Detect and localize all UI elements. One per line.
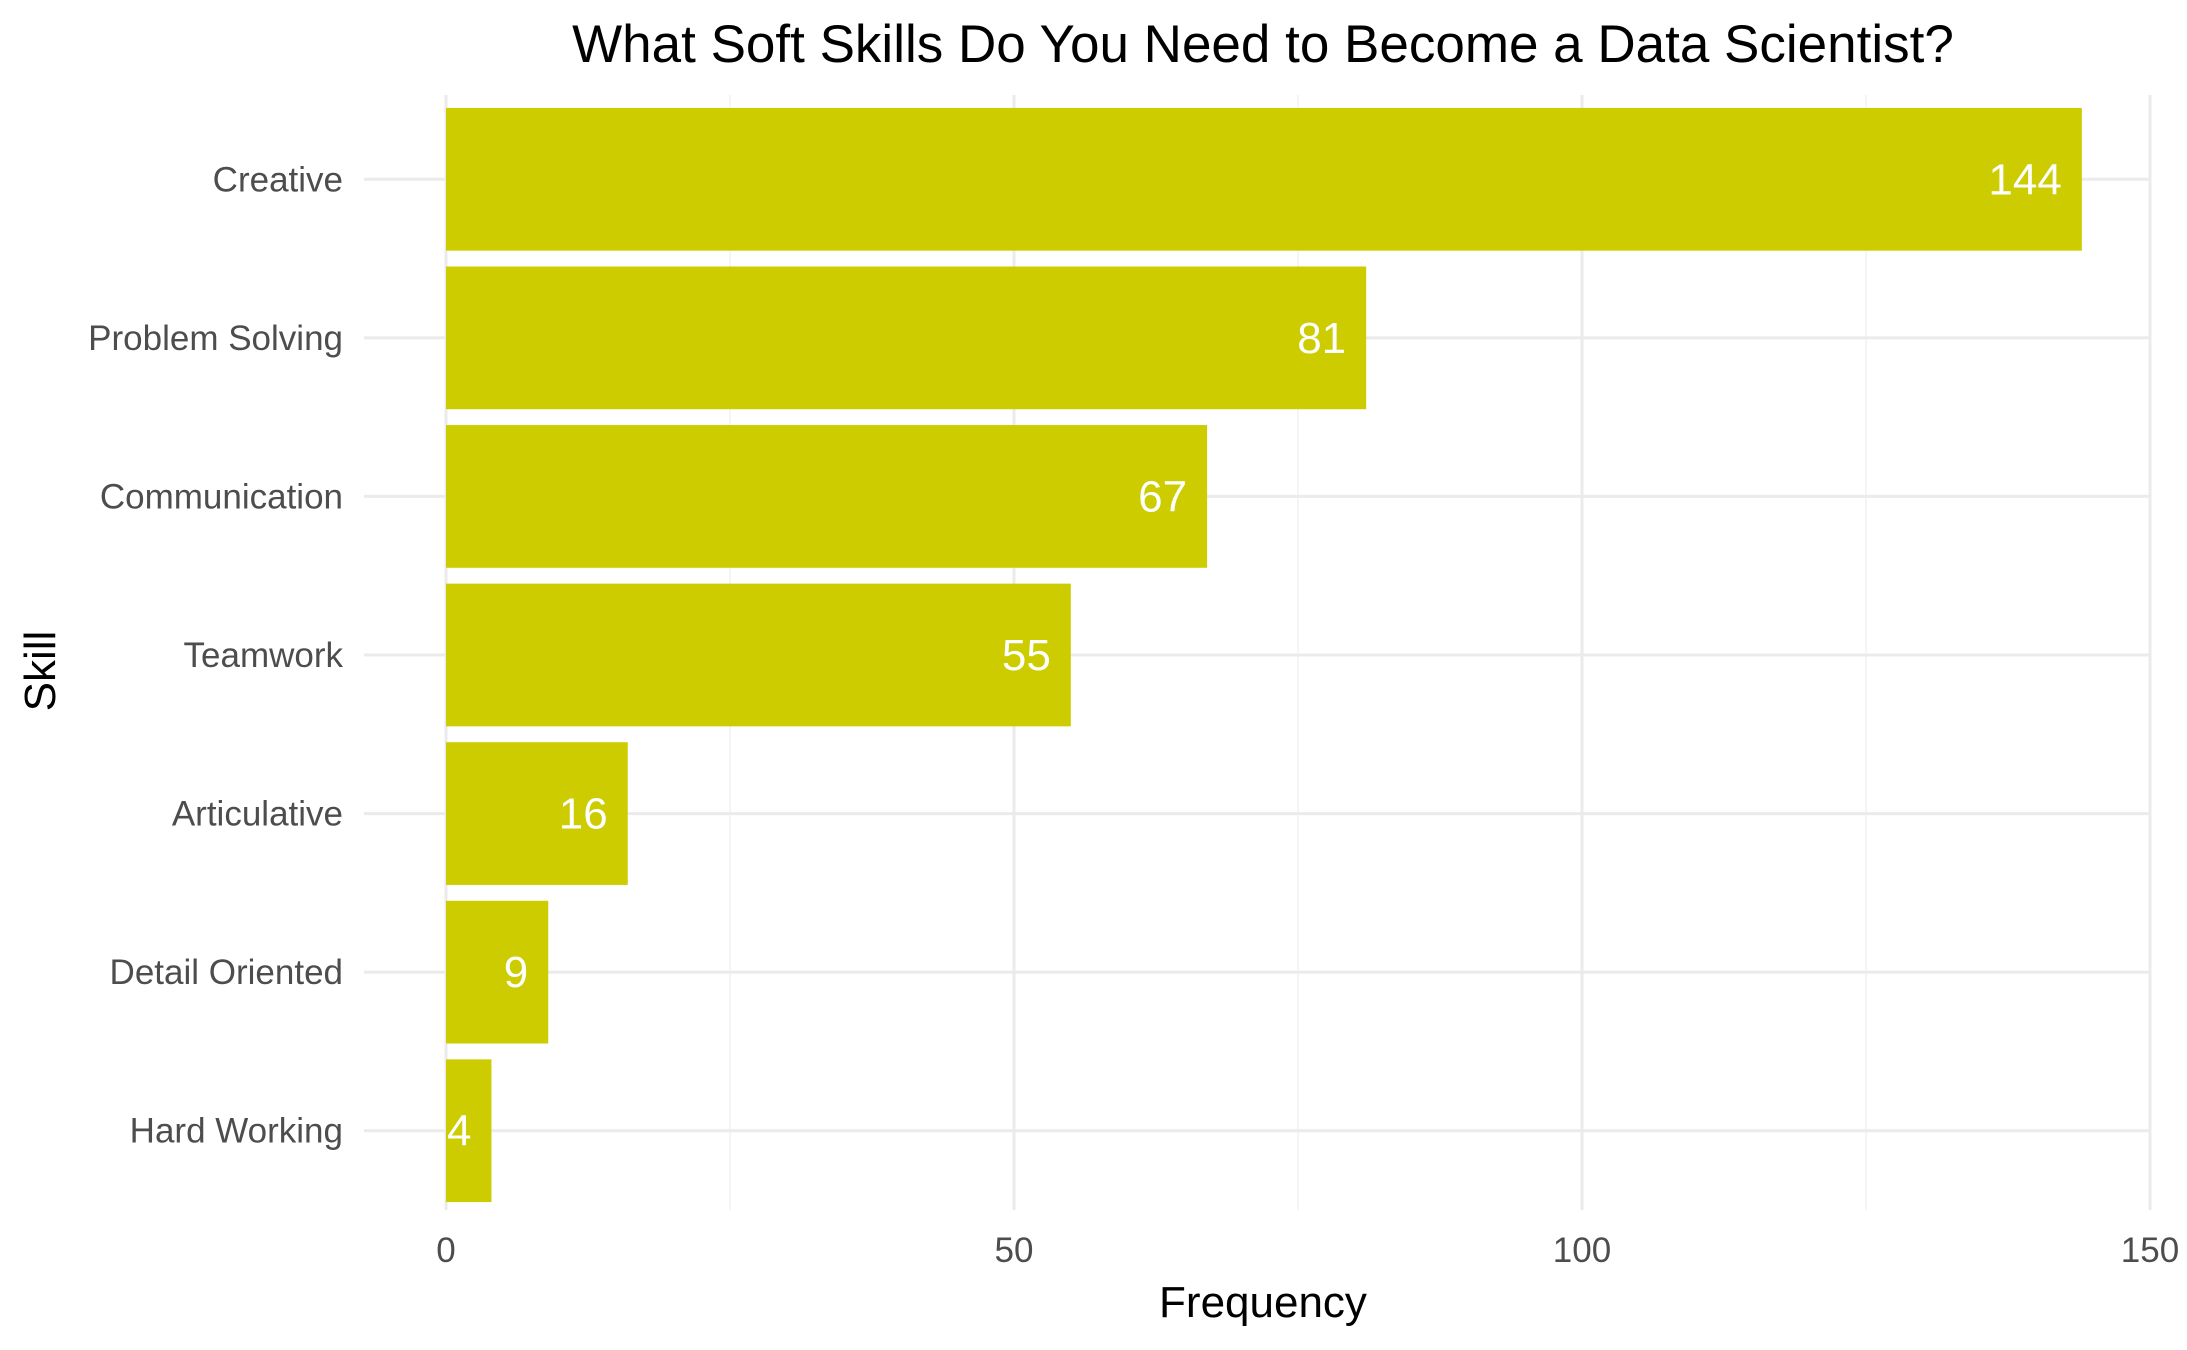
bar-value-label: 67: [1138, 472, 1187, 521]
y-tick-label: Teamwork: [184, 636, 344, 675]
bar: [446, 900, 549, 1044]
bar-layer: [446, 107, 2082, 1203]
x-tick-label: 50: [995, 1231, 1034, 1270]
y-tick-label: Communication: [100, 477, 343, 516]
bar-value-label: 144: [1988, 155, 2061, 204]
y-tick-label: Hard Working: [130, 1112, 343, 1151]
bar: [446, 266, 1367, 410]
x-tick-label: 150: [2121, 1231, 2179, 1270]
bar: [446, 107, 2082, 251]
bar: [446, 425, 1208, 568]
y-axis-title: Skill: [16, 631, 65, 712]
y-tick-label: Creative: [213, 160, 343, 199]
bar-value-label: 16: [559, 790, 608, 839]
data-label-layer: 144 81 67 55 16 9 4: [447, 155, 2062, 1155]
x-tick-label: 100: [1553, 1231, 1611, 1270]
bar: [446, 742, 628, 885]
bar-value-label: 4: [447, 1107, 471, 1156]
bar-value-label: 9: [504, 948, 528, 997]
chart-title: What Soft Skills Do You Need to Become a…: [572, 15, 1954, 74]
bar-value-label: 55: [1002, 631, 1051, 680]
y-tick-label: Articulative: [172, 795, 343, 834]
x-axis-title: Frequency: [1159, 1278, 1367, 1327]
y-tick-label: Detail Oriented: [110, 953, 343, 992]
y-tick-label: Problem Solving: [88, 319, 343, 358]
axis-layer: Creative Problem Solving Communication Team…: [88, 160, 2179, 1270]
x-tick-label: 0: [436, 1231, 455, 1270]
bar: [446, 583, 1071, 727]
bar-value-label: 81: [1297, 314, 1346, 363]
bar: [446, 1059, 492, 1203]
